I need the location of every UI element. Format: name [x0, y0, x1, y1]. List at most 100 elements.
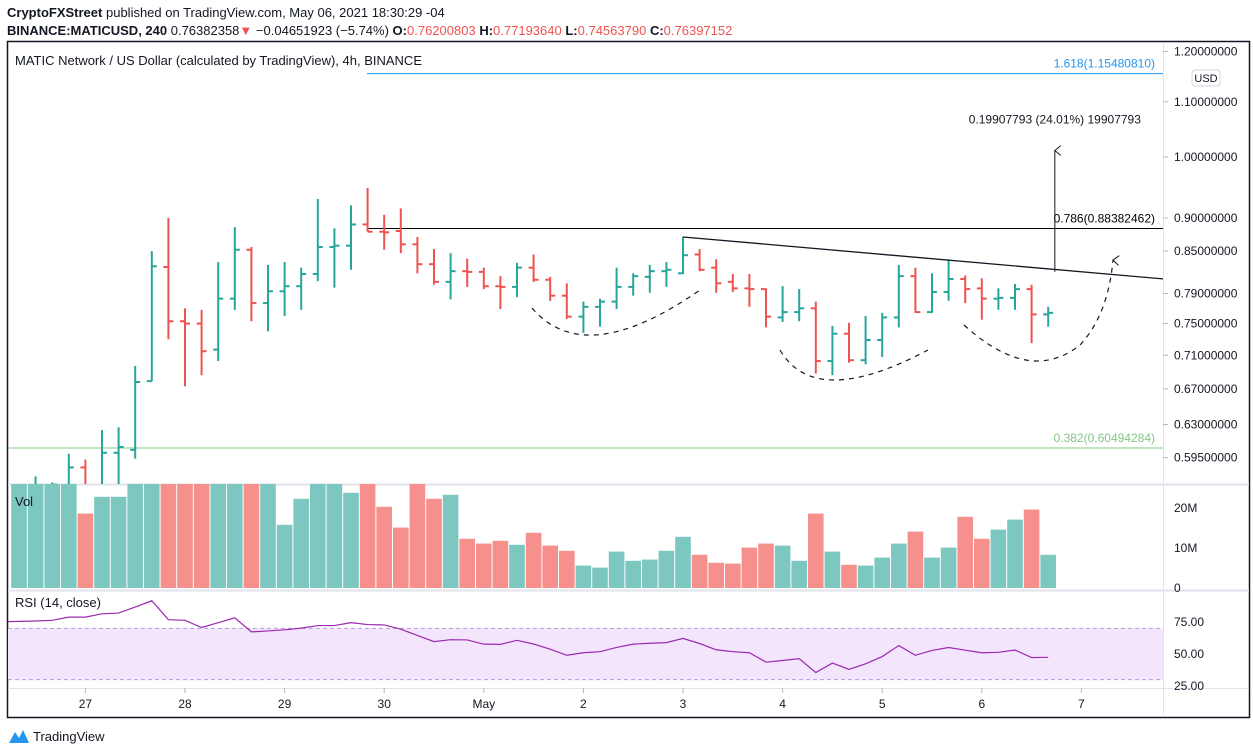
ohlc-bar[interactable] [97, 430, 107, 503]
ohlc-bar[interactable] [993, 288, 1004, 310]
volume-bar[interactable] [210, 468, 226, 588]
ohlc-bar[interactable] [31, 476, 41, 513]
ohlc-bar[interactable] [661, 262, 672, 287]
ohlc-bar[interactable] [213, 262, 224, 362]
publisher-name[interactable]: CryptoFXStreet [7, 5, 103, 20]
ohlc-bar[interactable] [794, 289, 805, 322]
ohlc-bar[interactable] [561, 283, 572, 319]
volume-bar[interactable] [691, 554, 708, 588]
volume-bar[interactable] [61, 468, 77, 588]
volume-bar[interactable] [293, 498, 309, 588]
ohlc-bar[interactable] [362, 187, 373, 233]
volume-bar[interactable] [642, 559, 658, 588]
volume-bar[interactable] [376, 506, 392, 588]
ohlc-bar[interactable] [113, 427, 124, 487]
volume-bar[interactable] [276, 524, 293, 588]
volume-bar[interactable] [525, 532, 542, 588]
ohlc-bar[interactable] [727, 274, 738, 293]
volume-bar[interactable] [393, 527, 409, 588]
volume-bar[interactable] [924, 557, 940, 588]
volume-bar[interactable] [94, 496, 110, 588]
volume-bar[interactable] [708, 562, 724, 588]
volume-bar[interactable] [492, 540, 509, 588]
volume-bar[interactable] [841, 564, 857, 588]
ohlc-bar[interactable] [744, 274, 755, 307]
volume-bar[interactable] [110, 496, 127, 588]
volume-bar[interactable] [77, 513, 94, 588]
volume-bar[interactable] [874, 557, 890, 588]
volume-bar[interactable] [824, 551, 841, 588]
volume-bar[interactable] [310, 468, 326, 588]
ohlc-bar[interactable] [312, 199, 323, 282]
ohlc-bar[interactable] [711, 259, 722, 293]
ohlc-bar[interactable] [761, 288, 771, 328]
volume-bar[interactable] [409, 468, 426, 588]
ohlc-bar[interactable] [495, 276, 506, 310]
volume-bar[interactable] [625, 560, 641, 588]
ohlc-bar[interactable] [263, 264, 273, 332]
volume-bar[interactable] [442, 494, 459, 588]
ohlc-bar[interactable] [512, 262, 522, 298]
volume-bar[interactable] [326, 468, 343, 588]
ohlc-bar[interactable] [329, 228, 340, 288]
ohlc-bar[interactable] [296, 267, 307, 310]
volume-bar[interactable] [592, 567, 608, 588]
ohlc-bar[interactable] [578, 301, 589, 333]
volume-bar[interactable] [791, 560, 807, 588]
volume-bar[interactable] [1023, 509, 1040, 588]
ohlc-bar[interactable] [412, 236, 423, 274]
ohlc-bar[interactable] [860, 315, 871, 365]
ohlc-bar[interactable] [678, 236, 688, 275]
volume-bar[interactable] [359, 468, 376, 588]
volume-bar[interactable] [741, 547, 758, 588]
volume-bar[interactable] [260, 468, 276, 588]
ohlc-bar[interactable] [429, 249, 439, 285]
volume-bar[interactable] [774, 545, 791, 588]
volume-bar[interactable] [459, 538, 475, 588]
volume-bar[interactable] [974, 538, 990, 588]
ohlc-bar[interactable] [611, 267, 622, 310]
ohlc-bar[interactable] [346, 205, 356, 270]
price-pane[interactable]: 1.618(1.15480810) 0.786(0.88382462) 0.382(… [8, 57, 1164, 536]
ohlc-bar[interactable] [1043, 306, 1054, 327]
volume-bar[interactable] [509, 544, 525, 588]
ohlc-bar[interactable] [877, 312, 888, 357]
ohlc-bar[interactable] [528, 254, 539, 282]
volume-bar[interactable] [27, 468, 44, 588]
ohlc-bar[interactable] [810, 301, 821, 374]
ohlc-bar[interactable] [163, 218, 174, 340]
ohlc-bar[interactable] [462, 258, 473, 287]
volume-bar[interactable] [559, 550, 575, 588]
ohlc-bar[interactable] [1010, 284, 1020, 310]
rsi-pane[interactable] [7, 600, 1163, 681]
ohlc-bar[interactable] [180, 308, 190, 387]
ohlc-bar[interactable] [395, 208, 406, 254]
volume-bar[interactable] [758, 543, 774, 588]
volume-bar[interactable] [1007, 519, 1023, 588]
ohlc-bar[interactable] [130, 366, 141, 459]
volume-bar[interactable] [658, 550, 675, 588]
ohlc-bar[interactable] [827, 325, 838, 376]
volume-bar[interactable] [608, 551, 625, 588]
volume-bar[interactable] [675, 536, 691, 588]
volume-bar[interactable] [542, 545, 558, 588]
ohlc-bar[interactable] [777, 286, 788, 323]
ohlc-bar[interactable] [64, 453, 74, 498]
ohlc-bar[interactable] [694, 249, 705, 272]
ohlc-bar[interactable] [279, 262, 290, 316]
volume-pane[interactable] [11, 468, 1056, 588]
ohlc-bar[interactable] [628, 273, 639, 296]
volume-bar[interactable] [990, 529, 1007, 588]
volume-bar[interactable] [426, 498, 442, 588]
volume-bar[interactable] [1040, 554, 1056, 588]
ohlc-bar[interactable] [893, 264, 904, 328]
ohlc-bar[interactable] [246, 247, 257, 322]
volume-bar[interactable] [127, 468, 143, 588]
ohlc-bar[interactable] [943, 259, 954, 301]
volume-bar[interactable] [193, 468, 210, 588]
volume-bar[interactable] [160, 468, 177, 588]
volume-bar[interactable] [243, 468, 260, 588]
ohlc-bar[interactable] [960, 275, 971, 304]
ohlc-bar[interactable] [545, 276, 556, 301]
volume-bar[interactable] [957, 516, 973, 588]
